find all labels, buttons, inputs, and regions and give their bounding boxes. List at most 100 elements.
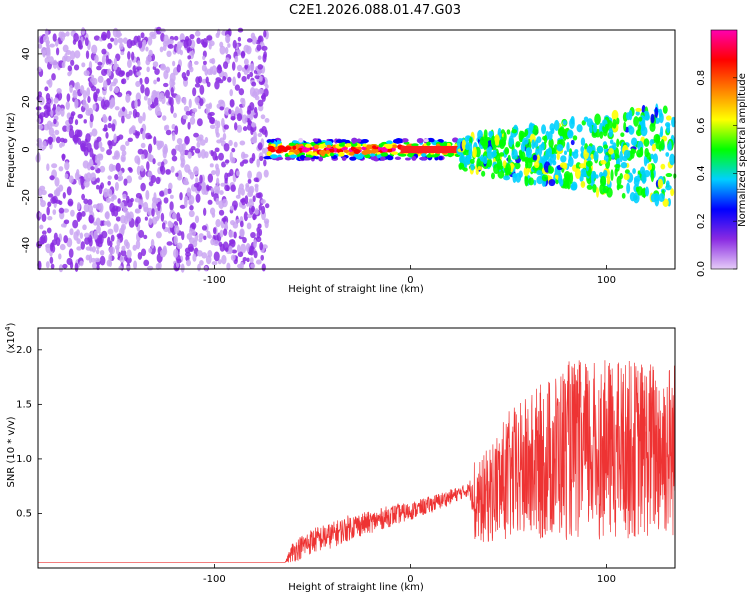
spectrogram-cell: [216, 120, 221, 129]
spectrogram-cell: [524, 128, 529, 137]
spectrogram-cell: [119, 201, 125, 209]
spectrogram-cell: [113, 208, 119, 217]
spectrogram-cell: [155, 263, 161, 270]
spectrogram-cell: [172, 60, 176, 67]
spectrogram-cell: [318, 156, 324, 162]
spectrogram-cell: [522, 137, 529, 145]
spectrogram-cell: [113, 86, 120, 94]
spectrogram-cell: [111, 123, 116, 132]
spectrogram-cell: [156, 77, 161, 82]
spectrogram-cell: [107, 180, 111, 186]
spectrogram-cell: [200, 149, 206, 159]
spectrogram-cell: [658, 144, 662, 152]
spectrogram-cell: [186, 187, 192, 197]
spectrogram-cell: [95, 203, 102, 210]
spectrogram-cell: [134, 99, 138, 109]
spectrogram-cell: [364, 154, 371, 159]
spectrogram-cell: [84, 236, 90, 245]
spectrogram-cell: [189, 116, 196, 125]
spectrogram-cell: [41, 46, 47, 56]
spectrogram-cell: [186, 259, 192, 267]
spectrogram-cell: [55, 47, 60, 56]
spectrogram-cell: [210, 238, 216, 246]
spectrogram-cell: [39, 112, 46, 118]
spectrogram-cell: [150, 174, 157, 184]
spectrogram-cell: [262, 53, 267, 63]
spectrogram-cell: [136, 165, 141, 176]
spectrogram-cell: [49, 242, 54, 252]
spectrogram-cell: [165, 124, 170, 130]
spectrogram-cell: [180, 263, 185, 273]
spectrogram-cell: [263, 30, 267, 38]
spectrogram-cell: [636, 186, 643, 196]
spectrogram-cell: [102, 127, 108, 132]
spectrogram-cell: [257, 223, 262, 229]
spectrogram-cell: [312, 138, 319, 142]
spectrogram-cell: [256, 158, 261, 168]
spectrogram-cell: [96, 177, 100, 183]
spectrogram-cell: [39, 96, 45, 106]
spectrogram-cell: [215, 197, 220, 205]
spectrogram-cell: [110, 37, 115, 42]
spectrogram-cell: [98, 141, 103, 149]
spectrogram-cell: [125, 241, 130, 250]
spectrogram-cell: [172, 212, 177, 220]
spectrogram-cell: [171, 155, 178, 162]
spectrogram-cell: [169, 194, 174, 199]
spectrogram-cell: [77, 39, 83, 49]
spectrogram-cell: [385, 143, 393, 149]
spectrogram-cell: [313, 144, 320, 150]
spectrogram-cell: [134, 208, 140, 214]
spectrogram-cell: [256, 44, 262, 52]
spectrogram-cell: [99, 255, 106, 266]
spectrogram-cell: [169, 201, 174, 211]
spectrogram-cell: [105, 132, 109, 139]
spectrogram-cell: [67, 71, 72, 77]
spectrogram-cell: [68, 248, 74, 259]
spectrogram-cell: [169, 72, 176, 83]
spectrogram-cell: [250, 231, 256, 239]
spectrogram-cell: [69, 84, 73, 94]
spectrogram-cell: [107, 122, 113, 129]
spectrogram-cell: [105, 211, 110, 220]
snr-ylabel: SNR (10 * v/v): [6, 416, 17, 487]
spectrogram-cell: [355, 154, 364, 160]
spectrogram-cell: [461, 139, 467, 151]
spectrogram-cell: [58, 166, 64, 172]
spectrogram-cell: [83, 198, 89, 205]
spectrogram-cell: [261, 92, 266, 103]
spectrogram-cell: [66, 257, 73, 266]
spectrogram-cell: [95, 249, 100, 255]
spectrogram-cell: [665, 115, 672, 121]
spectrogram-cell: [45, 102, 51, 110]
snr-xtick-label: 0: [407, 574, 413, 585]
spectrogram-cell: [600, 160, 607, 165]
spectrogram-cell: [230, 116, 236, 121]
spectrogram-cell: [198, 233, 204, 240]
spectrogram-cell: [159, 165, 164, 172]
spectrogram-cell: [572, 135, 578, 141]
spectrogram-cell: [619, 150, 623, 163]
spectrogram-cell: [241, 204, 246, 210]
spectrogram-cell: [145, 55, 152, 62]
spectrogram-cell: [97, 75, 104, 84]
spectrogram-cell: [44, 28, 49, 38]
spectrogram-cell: [229, 239, 236, 245]
spectrogram-cell: [106, 149, 112, 156]
spectrogram-cell: [90, 166, 95, 171]
spectrogram-cell: [207, 173, 214, 183]
spectrogram-cell: [202, 55, 206, 61]
spectrogram-cell: [508, 135, 514, 148]
spectrogram-cell: [235, 219, 241, 224]
spectrogram-cell: [73, 32, 79, 43]
spectrogram-cell: [93, 35, 100, 41]
colorbar-tick-label: 0.6: [696, 118, 707, 134]
spectrogram-cell: [518, 130, 524, 143]
spectrogram-cell: [74, 82, 79, 90]
spectrogram-cell: [36, 118, 42, 124]
spectrogram-cell: [165, 129, 172, 136]
spectrogram-cell: [238, 88, 245, 96]
spectrogram-cell: [134, 197, 141, 203]
spectrogram-cell: [574, 149, 579, 154]
snr-series-line: [38, 360, 676, 563]
